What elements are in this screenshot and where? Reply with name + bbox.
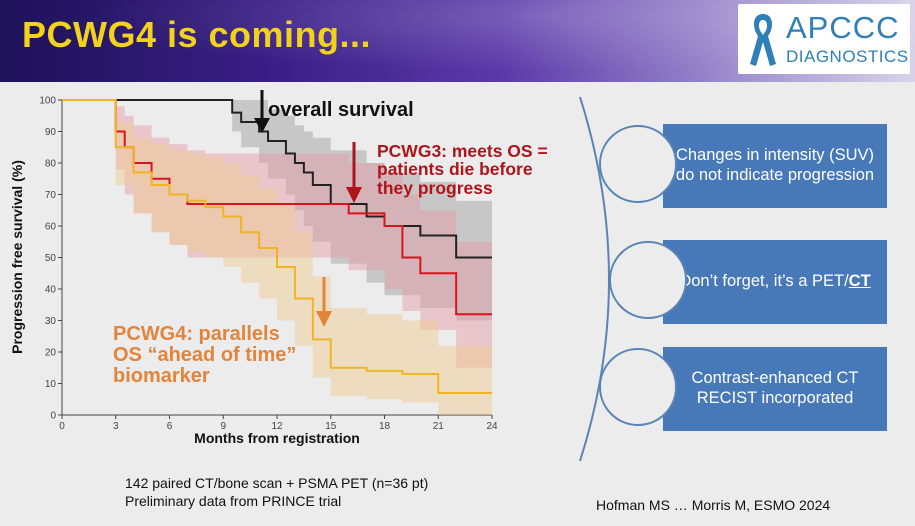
os-arrow-head bbox=[254, 118, 270, 133]
axis-ticks: 0 10 20 30 40 50 60 70 80 90 100 0 3 6 9 12 15 18 21 24 bbox=[39, 96, 498, 433]
footer-line-2: Preliminary data from PRINCE trial bbox=[125, 493, 342, 510]
x-tick-label: 9 bbox=[220, 421, 226, 432]
citation: Hofman MS … Morris M, ESMO 2024 bbox=[596, 497, 831, 513]
info-bubble-2 bbox=[609, 241, 687, 319]
x-tick-label: 24 bbox=[486, 421, 498, 432]
info-bubble-3 bbox=[599, 348, 677, 426]
y-tick-label: 40 bbox=[45, 285, 57, 296]
y-tick-label: 80 bbox=[45, 159, 57, 170]
info-box-petct: Don’t forget, it’s a PET/CT bbox=[663, 240, 887, 324]
pcwg3-line-1: PCWG3: meets OS = bbox=[377, 141, 548, 161]
y-tick-label: 10 bbox=[45, 379, 57, 390]
info-bubble-1 bbox=[599, 125, 677, 203]
footer-line-1: 142 paired CT/bone scan + PSMA PET (n=36… bbox=[125, 475, 429, 491]
info-box-recist: Contrast-enhanced CT RECIST incorporated bbox=[663, 347, 887, 431]
km-chart: 0 10 20 30 40 50 60 70 80 90 100 0 3 6 9 12 15 18 21 24 Mon… bbox=[9, 90, 498, 446]
x-tick-label: 12 bbox=[271, 421, 283, 432]
y-axis-label: Progression free survival (%) bbox=[9, 160, 25, 354]
petct-text-pre: Don’t forget, it’s a PET/ bbox=[679, 272, 849, 291]
pcwg3-arrow-head bbox=[346, 187, 362, 203]
y-tick-label: 0 bbox=[50, 411, 56, 422]
footer-notes: 142 paired CT/bone scan + PSMA PET (n=36… bbox=[125, 474, 428, 510]
pcwg4-line-1: PCWG4: parallels bbox=[113, 323, 280, 345]
confidence-band-0 bbox=[62, 100, 492, 321]
x-tick-label: 21 bbox=[433, 421, 445, 432]
pcwg3-line-3: they progress bbox=[377, 177, 493, 198]
pcwg3-annotation: PCWG3: meets OS = patients die before th… bbox=[377, 141, 548, 198]
survival-curves bbox=[62, 99, 492, 394]
header-banner: PCWG4 is coming... APCCC DIAGNOSTICS bbox=[0, 0, 915, 82]
y-tick-label: 90 bbox=[45, 127, 57, 138]
annotation-arrows bbox=[254, 90, 362, 327]
apccc-logo: APCCC DIAGNOSTICS bbox=[738, 4, 910, 74]
y-tick-label: 60 bbox=[45, 222, 57, 233]
pcwg4-line-2: OS “ahead of time” bbox=[113, 344, 297, 366]
info-box-suv: Changes in intensity (SUV) do not indica… bbox=[663, 124, 887, 208]
petct-ct-emphasis: CT bbox=[848, 272, 871, 291]
x-tick-label: 18 bbox=[379, 421, 391, 432]
y-tick-label: 100 bbox=[39, 96, 56, 107]
x-tick-label: 3 bbox=[113, 421, 119, 432]
x-tick-label: 15 bbox=[325, 421, 337, 432]
x-tick-label: 6 bbox=[167, 421, 173, 432]
pcwg4-arrow-head bbox=[316, 311, 332, 327]
x-axis-label: Months from registration bbox=[194, 430, 360, 446]
y-tick-label: 30 bbox=[45, 316, 57, 327]
y-tick-label: 20 bbox=[45, 348, 57, 359]
awareness-ribbon-icon bbox=[750, 14, 776, 66]
logo-text-apccc: APCCC bbox=[786, 10, 900, 45]
survival-line-2 bbox=[62, 99, 492, 394]
confidence-band-1 bbox=[62, 100, 492, 368]
slide-title: PCWG4 is coming... bbox=[22, 14, 372, 55]
y-tick-label: 70 bbox=[45, 190, 57, 201]
logo-text-diagnostics: DIAGNOSTICS bbox=[786, 47, 909, 66]
os-annotation: overall survival bbox=[268, 99, 414, 121]
y-tick-label: 50 bbox=[45, 253, 57, 264]
pcwg4-annotation: PCWG4: parallels OS “ahead of time” biom… bbox=[113, 324, 296, 387]
pcwg3-line-2: patients die before bbox=[377, 159, 533, 180]
pcwg4-line-3: biomarker bbox=[113, 365, 210, 387]
x-tick-label: 0 bbox=[59, 421, 65, 432]
petct-text: Don’t forget, it’s a PET/CT bbox=[679, 272, 870, 292]
